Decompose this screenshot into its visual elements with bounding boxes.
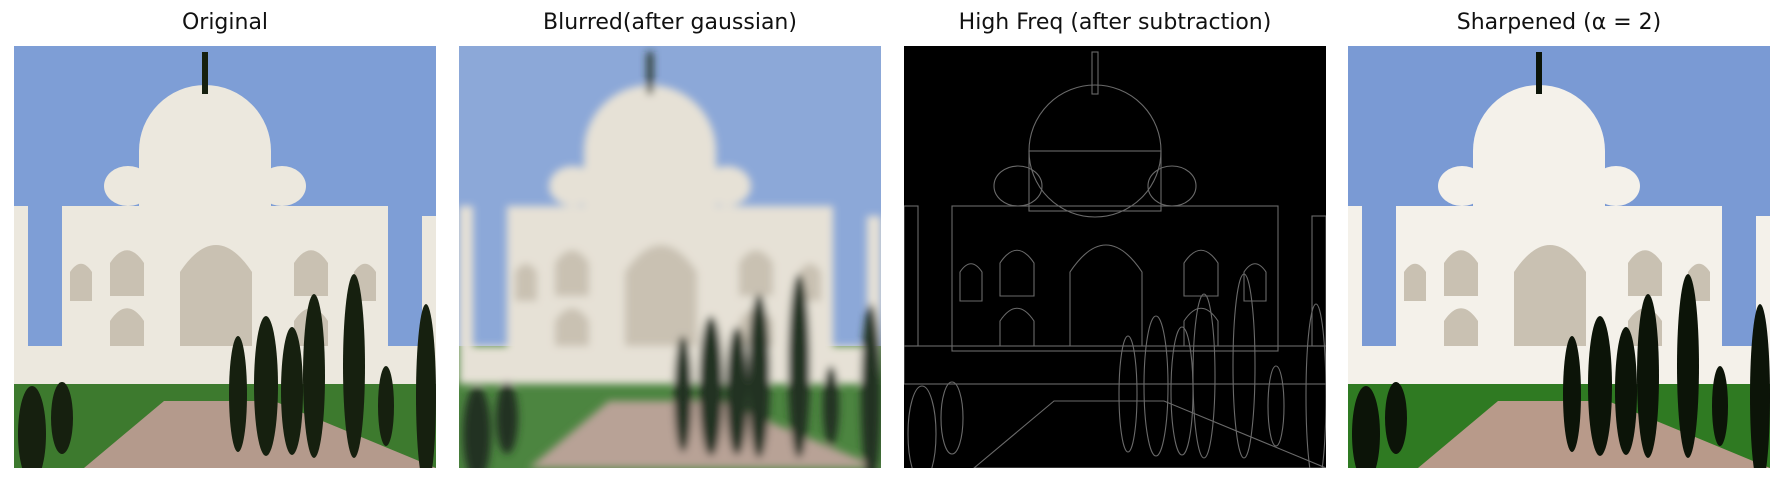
panel-high-freq: High Freq (after subtraction) bbox=[904, 0, 1326, 483]
panel-blurred: Blurred(after gaussian) bbox=[459, 0, 881, 483]
panel-original: Original bbox=[14, 0, 436, 483]
original-image bbox=[14, 46, 436, 468]
high-freq-image bbox=[904, 46, 1326, 468]
sharpened-image bbox=[1348, 46, 1770, 468]
panel-title-sharpened: Sharpened (α = 2) bbox=[1456, 10, 1662, 35]
panel-title-blurred: Blurred(after gaussian) bbox=[543, 10, 797, 35]
panel-sharpened: Sharpened (α = 2) bbox=[1348, 0, 1770, 483]
blurred-image bbox=[459, 46, 881, 468]
panel-title-high-freq: High Freq (after subtraction) bbox=[958, 10, 1272, 35]
panel-title-original: Original bbox=[181, 10, 269, 35]
